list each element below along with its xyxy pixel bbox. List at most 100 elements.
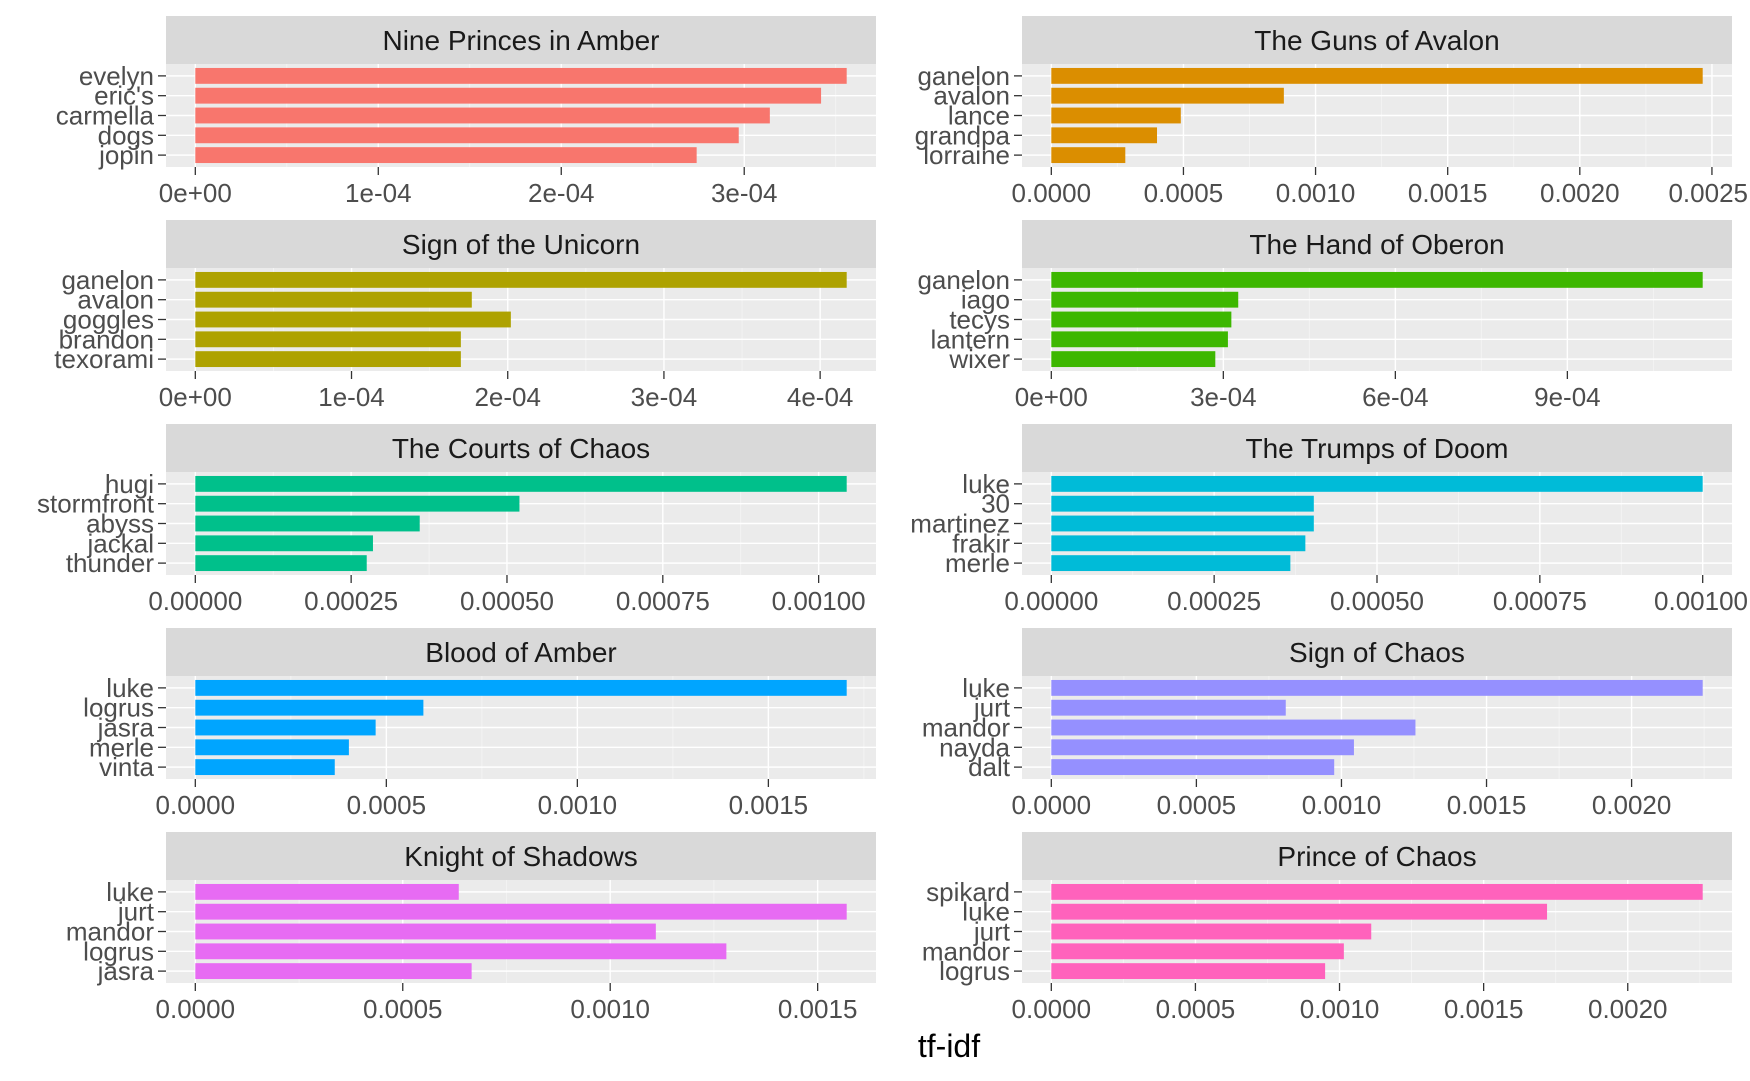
bar — [1051, 739, 1354, 756]
x-tick-label: 0.00025 — [1167, 586, 1261, 616]
y-tick-label: avalon — [933, 81, 1010, 111]
x-tick-label: 0.00075 — [616, 586, 710, 616]
y-tick-label: dogs — [98, 120, 154, 150]
y-tick-label: merle — [89, 732, 154, 762]
y-tick-label: logrus — [83, 936, 154, 966]
x-tick-label: 1e-04 — [318, 382, 385, 412]
y-tick-label: evelyn — [79, 61, 154, 91]
bar — [195, 291, 472, 308]
y-tick-label: merle — [945, 548, 1010, 578]
facet-panel: Sign of the Unicorn ganelonavalongogglesb… — [54, 220, 876, 412]
y-tick-label: thunder — [66, 548, 155, 578]
facet-panel: Blood of Amberlukelogrusjasramerlevinta0… — [83, 628, 876, 820]
x-tick-label: 0.0015 — [1447, 790, 1527, 820]
bar — [1051, 107, 1181, 124]
x-tick-label: 0.0015 — [729, 790, 809, 820]
x-tick-label: 0.0005 — [363, 994, 443, 1024]
facet-strip — [1022, 628, 1732, 676]
bar — [1051, 271, 1703, 288]
facet-title: The Hand of Oberon — [1249, 229, 1504, 260]
bar — [1051, 147, 1126, 164]
bar — [195, 87, 822, 104]
x-tick-label: 0.0000 — [156, 790, 236, 820]
y-tick-label: logrus — [939, 956, 1010, 986]
bar — [1051, 679, 1703, 696]
x-tick-label: 0.0000 — [1012, 790, 1092, 820]
bar — [195, 495, 520, 512]
x-tick-label: 3e-04 — [631, 382, 698, 412]
bar — [195, 903, 847, 920]
bar — [1051, 311, 1232, 328]
y-tick-label: jasra — [97, 713, 155, 743]
y-tick-label: hugi — [105, 469, 154, 499]
y-tick-label: stormfront — [37, 489, 155, 519]
bar — [195, 535, 373, 552]
bar — [1051, 291, 1239, 308]
x-tick-label: 0.00025 — [304, 586, 398, 616]
y-tick-label: dalt — [968, 752, 1011, 782]
y-tick-label: brandon — [59, 324, 154, 354]
facet-title: Knight of Shadows — [404, 841, 638, 872]
x-tick-label: 0.0000 — [1012, 178, 1092, 208]
bar — [1051, 883, 1703, 900]
y-tick-label: vinta — [99, 752, 154, 782]
y-tick-label: 30 — [981, 489, 1010, 519]
bar — [1051, 719, 1416, 736]
bar — [195, 923, 656, 940]
y-tick-label: ganelon — [61, 265, 154, 295]
y-tick-label: jurt — [973, 693, 1011, 723]
facet-strip — [166, 424, 876, 472]
x-tick-label: 0.0005 — [1144, 178, 1224, 208]
y-tick-label: mandor — [66, 917, 154, 947]
facet-title: Nine Princes in Amber — [382, 25, 659, 56]
facet-panel: The Guns of Avalon ganelonavalonlancegran… — [915, 16, 1748, 208]
y-tick-label: mandor — [922, 713, 1010, 743]
x-tick-label: 0.0005 — [1156, 994, 1236, 1024]
x-tick-label: 0.0015 — [1444, 994, 1524, 1024]
x-tick-label: 3e-04 — [1190, 382, 1257, 412]
y-tick-label: luke — [962, 673, 1010, 703]
facet-panel: Knight of Shadows lukejurtmandorlogrusjas… — [66, 832, 876, 1024]
y-tick-label: iago — [961, 285, 1010, 315]
y-tick-label: lantern — [931, 324, 1011, 354]
bar — [195, 943, 727, 960]
y-tick-label: goggles — [63, 305, 154, 335]
bar — [1051, 759, 1335, 776]
y-tick-label: avalon — [77, 285, 154, 315]
bar — [195, 127, 739, 144]
facet-title: The Trumps of Doom — [1246, 433, 1509, 464]
facet-strip — [166, 628, 876, 676]
facet-title: Sign of Chaos — [1289, 637, 1465, 668]
y-tick-label: jurt — [973, 917, 1011, 947]
facet-title: Blood of Amber — [425, 637, 616, 668]
facet-strip — [1022, 424, 1732, 472]
y-tick-label: spikard — [926, 877, 1010, 907]
bar — [1051, 127, 1158, 144]
x-tick-label: 2e-04 — [528, 178, 595, 208]
facet-panel: Nine Princes in Amber evelyneric'scarmell… — [56, 16, 876, 208]
bar — [195, 719, 376, 736]
facet-title: The Guns of Avalon — [1254, 25, 1499, 56]
bar — [195, 883, 459, 900]
bar — [195, 107, 770, 124]
bar — [195, 739, 349, 756]
x-tick-label: 1e-04 — [345, 178, 412, 208]
bar — [195, 67, 847, 84]
facet-panel: The Trumps of Doom luke30martinezfrakirme… — [910, 424, 1748, 616]
y-tick-label: ganelon — [917, 61, 1010, 91]
bar — [1051, 923, 1372, 940]
bar — [195, 679, 847, 696]
x-tick-label: 0.0005 — [347, 790, 427, 820]
x-tick-label: 4e-04 — [787, 382, 854, 412]
y-tick-label: martinez — [910, 509, 1010, 539]
bar — [195, 311, 511, 328]
bar — [195, 515, 420, 532]
bar — [195, 351, 461, 368]
y-tick-label: ganelon — [917, 265, 1010, 295]
y-tick-label: luke — [106, 877, 154, 907]
bar — [195, 271, 847, 288]
y-tick-label: abyss — [86, 509, 154, 539]
y-tick-label: lorraine — [923, 140, 1010, 170]
y-tick-label: jackal — [87, 528, 154, 558]
x-tick-label: 0.00100 — [1654, 586, 1748, 616]
